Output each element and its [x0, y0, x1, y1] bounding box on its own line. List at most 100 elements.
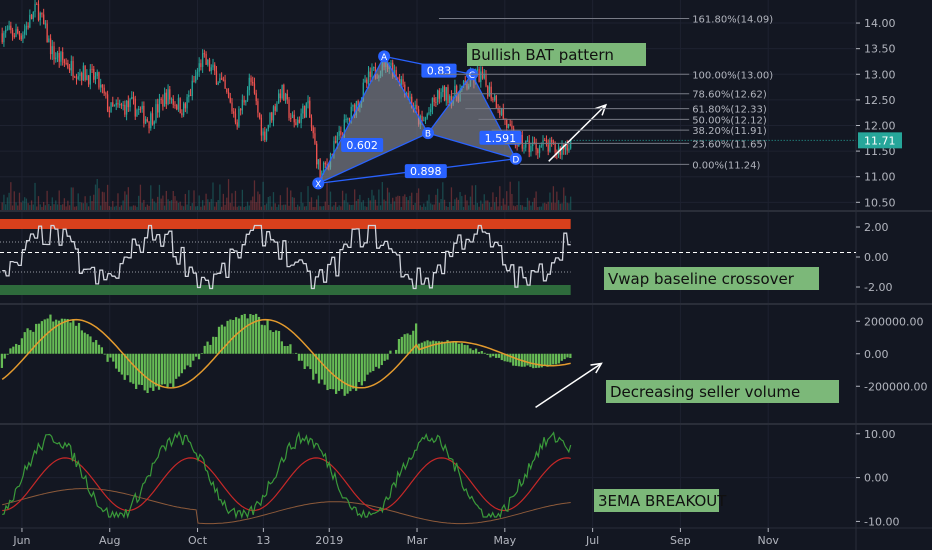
candle-body — [547, 144, 549, 152]
volume-bar — [181, 205, 183, 210]
volume-bar — [297, 204, 299, 210]
histogram-bar — [326, 353, 329, 391]
histogram-bar — [549, 353, 552, 367]
histogram-bar — [57, 320, 61, 354]
candle-body — [402, 79, 404, 85]
candle-body — [157, 104, 159, 113]
histogram-bar — [197, 353, 201, 360]
candle-body — [108, 110, 110, 113]
volume-bar — [132, 205, 135, 210]
price-axis[interactable]: 14.00 13.50 13.00 12.50 12.00 11.50 11.00 10.50… — [856, 17, 927, 528]
oscillator-line — [2, 224, 571, 290]
histogram-bar — [149, 353, 152, 388]
volume-bar — [274, 203, 276, 210]
candle-body — [205, 53, 207, 65]
volume-bar — [530, 205, 532, 210]
volume-bar — [120, 205, 123, 210]
volume-bar — [466, 200, 468, 210]
histogram-bar — [180, 353, 183, 374]
histogram-bar — [403, 334, 406, 354]
volume-bar — [385, 200, 387, 210]
time-axis[interactable]: Jun Aug Oct 13 2019 Mar May Jul Sep Nov — [12, 528, 779, 547]
candle-body — [176, 105, 178, 110]
candle-body — [148, 121, 150, 129]
histogram-bar — [466, 345, 469, 354]
pattern-point-marker — [422, 127, 434, 140]
histogram-bar — [109, 353, 112, 358]
vwap-annotation[interactable]: Vwap baseline crossover — [604, 267, 819, 290]
histogram-bar — [460, 343, 463, 354]
histogram-bar — [300, 353, 303, 361]
histogram-bar — [343, 353, 346, 396]
volume-bar — [499, 186, 501, 210]
candle-body — [338, 131, 340, 137]
candle-body — [424, 117, 427, 121]
volume-bar — [545, 203, 548, 210]
candle-body — [545, 140, 548, 145]
ema-breakout-annotation[interactable]: 3EMA BREAKOUT — [594, 489, 727, 512]
volume-bar — [165, 190, 167, 210]
volume-bar — [471, 185, 473, 210]
candle-body — [352, 104, 354, 107]
volume-bar — [233, 206, 235, 210]
volume-bar — [39, 204, 41, 210]
candle-body — [265, 128, 268, 140]
volume-bar — [445, 206, 447, 210]
volume-bar — [359, 194, 361, 210]
seller-volume-annotation[interactable]: Decreasing seller volume — [606, 380, 839, 403]
volume-bar — [516, 205, 518, 210]
volume-bar — [179, 201, 181, 210]
volume-bar — [158, 184, 161, 210]
ratio-label: 0.83 — [427, 65, 452, 78]
candle-body — [248, 77, 250, 91]
volume-bar — [32, 204, 34, 210]
volume-bar — [428, 194, 430, 210]
histogram-bar — [220, 324, 223, 354]
axis-tick-label: 0.00 — [864, 472, 889, 485]
volume-bar — [518, 181, 520, 210]
candle-body — [521, 134, 523, 149]
volume-bar — [478, 206, 480, 210]
volume-bar — [267, 196, 269, 210]
volume-bar — [41, 206, 43, 210]
volume-bar — [100, 205, 102, 210]
volume-bar — [525, 206, 527, 210]
volume-bar — [239, 206, 242, 210]
volume-bar — [34, 182, 36, 210]
candle-body — [70, 61, 72, 71]
volume-bar — [487, 200, 489, 210]
volume-bar — [157, 196, 159, 210]
bat-pattern-drawing[interactable]: X A B C D 0.83 0.602 1.591 0.898 — [312, 50, 608, 190]
volume-bar — [139, 184, 142, 210]
volume-bar — [354, 189, 356, 210]
candle-body — [234, 113, 237, 123]
volume-bar — [191, 203, 193, 210]
volume-bar — [62, 204, 64, 210]
fib-label: 78.60%(12.62) — [692, 90, 767, 101]
candle-body — [302, 105, 304, 114]
annotation-box — [606, 380, 839, 403]
histogram-bar — [92, 342, 95, 354]
candle-body — [326, 164, 328, 166]
volume-bar — [464, 194, 466, 210]
histogram-bar — [152, 353, 155, 391]
volume-bar — [224, 204, 226, 210]
volume-bar — [160, 198, 162, 210]
volume-arrow-head — [590, 362, 603, 374]
annotation-box — [467, 43, 646, 66]
candle-body — [272, 106, 275, 121]
volume-bar — [321, 206, 323, 210]
volume-bar — [129, 206, 131, 210]
volume-bar — [101, 191, 104, 210]
histogram-bar — [172, 353, 175, 388]
histogram-bar — [60, 318, 64, 354]
histogram-bar — [434, 341, 438, 354]
bat-pattern-annotation[interactable]: Bullish BAT pattern — [467, 43, 646, 66]
candle-body — [246, 90, 249, 101]
histogram-bar — [469, 348, 472, 354]
volume-bar — [476, 202, 479, 210]
volume-bar — [488, 202, 491, 210]
volume-bar — [229, 202, 231, 210]
volume-bar — [405, 197, 408, 210]
